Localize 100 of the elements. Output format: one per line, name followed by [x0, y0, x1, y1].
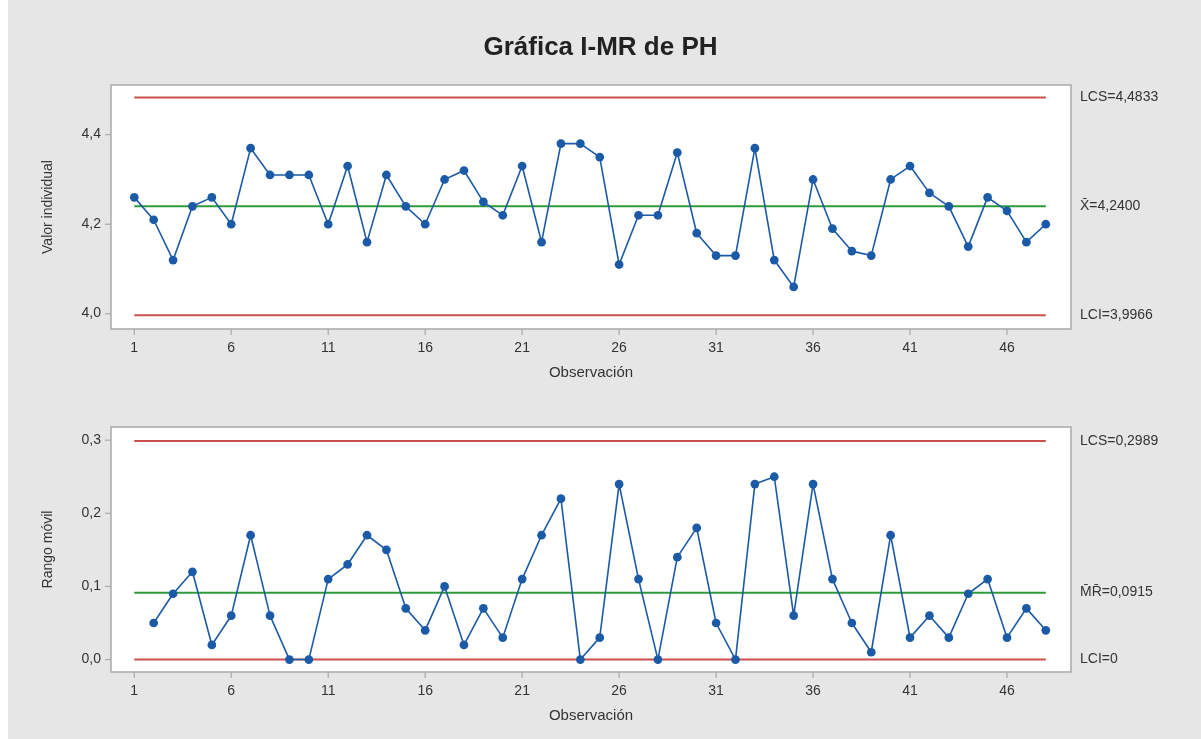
point	[828, 574, 837, 584]
point	[925, 611, 934, 621]
point	[886, 530, 896, 540]
point	[575, 139, 585, 149]
point	[808, 175, 818, 184]
point	[595, 152, 605, 162]
point	[304, 170, 314, 180]
point	[226, 611, 236, 621]
point	[963, 589, 973, 599]
point	[517, 161, 527, 171]
chart-title: Gráfica I-MR de PH	[483, 31, 718, 61]
point	[963, 242, 973, 251]
point	[1002, 633, 1012, 642]
point	[614, 260, 624, 269]
point	[537, 237, 546, 247]
point	[440, 582, 449, 591]
x-tick-label: 26	[611, 681, 628, 698]
point	[168, 255, 178, 265]
point	[285, 170, 294, 180]
point	[828, 224, 837, 234]
x-axis-title: Observación	[548, 706, 634, 723]
point	[517, 574, 527, 584]
x-tick-label: 31	[708, 681, 725, 698]
point	[789, 282, 799, 292]
point	[789, 611, 799, 621]
point	[265, 611, 275, 621]
point	[459, 166, 469, 175]
ref-line-label: LCI=3,9966	[1080, 306, 1153, 322]
point	[343, 560, 352, 569]
y-tick-label: 4,4	[81, 125, 102, 142]
point	[944, 633, 954, 642]
point	[634, 210, 643, 220]
point	[634, 574, 643, 584]
point	[750, 143, 760, 153]
point	[420, 625, 430, 635]
point	[769, 255, 779, 265]
point	[478, 604, 488, 613]
point	[711, 251, 721, 260]
point	[149, 215, 159, 225]
point	[129, 193, 139, 202]
point	[1041, 625, 1051, 635]
point	[653, 655, 663, 664]
point	[440, 175, 449, 184]
point	[168, 589, 178, 599]
point	[498, 633, 508, 642]
x-tick-label: 26	[611, 338, 628, 355]
point	[362, 237, 372, 247]
point	[285, 655, 294, 664]
point	[731, 655, 740, 664]
point	[575, 655, 585, 664]
y-axis-title: Rango móvil	[38, 510, 55, 589]
point	[905, 161, 915, 171]
point	[672, 148, 682, 157]
point	[382, 545, 391, 555]
x-tick-label: 16	[417, 338, 434, 355]
point	[246, 530, 256, 540]
x-tick-label: 36	[805, 338, 822, 355]
point	[925, 188, 934, 198]
point	[692, 228, 702, 238]
x-tick-label: 16	[417, 681, 434, 698]
point	[149, 618, 159, 628]
x-tick-label: 6	[227, 681, 236, 698]
point	[692, 523, 702, 533]
point	[537, 530, 546, 540]
x-tick-label: 46	[999, 338, 1015, 355]
point	[905, 633, 915, 642]
point	[595, 633, 605, 642]
point	[401, 604, 411, 613]
point	[362, 530, 372, 540]
point	[672, 552, 682, 562]
x-tick-label: 36	[805, 681, 822, 698]
point	[1022, 237, 1031, 247]
point	[188, 201, 197, 211]
point	[614, 479, 624, 489]
point	[750, 479, 760, 489]
point	[207, 193, 217, 202]
point	[1041, 219, 1051, 229]
point	[1002, 206, 1012, 216]
point	[847, 618, 857, 628]
x-tick-label: 41	[902, 681, 919, 698]
y-tick-label: 4,2	[81, 214, 102, 231]
y-tick-label: 0,1	[81, 577, 102, 594]
point	[265, 170, 275, 180]
x-tick-label: 21	[514, 681, 531, 698]
x-tick-label: 11	[320, 338, 336, 355]
point	[866, 251, 876, 260]
x-axis-title: Observación	[548, 363, 634, 380]
x-tick-label: 1	[130, 681, 139, 698]
point	[323, 219, 333, 229]
x-tick-label: 1	[130, 338, 139, 355]
ref-line-label: LCI=0	[1080, 650, 1118, 667]
point	[866, 647, 876, 657]
point	[886, 175, 896, 184]
x-tick-label: 6	[227, 338, 236, 355]
y-tick-label: 0,2	[81, 504, 102, 520]
y-axis-title: Valor individual	[38, 160, 55, 254]
x-tick-label: 41	[902, 338, 919, 355]
point	[731, 251, 740, 260]
point	[304, 655, 314, 664]
ref-line-label: LCS=4,4833	[1080, 88, 1159, 105]
